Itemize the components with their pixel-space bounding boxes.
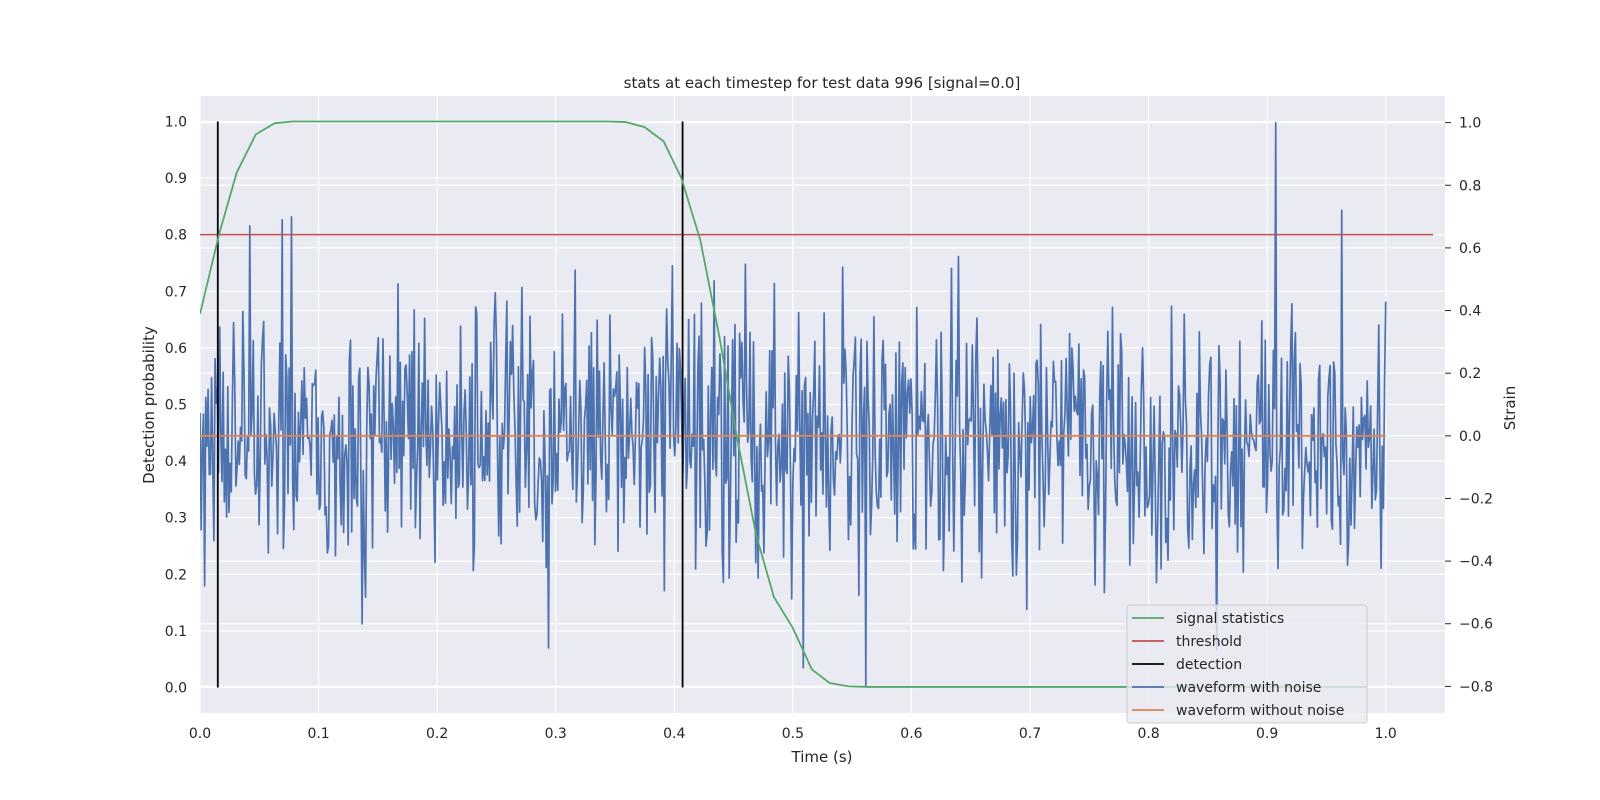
y-tick-label-left: 0.4 xyxy=(165,454,187,470)
x-tick-label: 1.0 xyxy=(1375,726,1397,742)
y-tick-label-right: −0.4 xyxy=(1459,554,1493,570)
y-tick-label-right: 1.0 xyxy=(1459,116,1481,132)
y-tick-label-right: 0.2 xyxy=(1459,366,1481,382)
x-tick-label: 0.7 xyxy=(1019,726,1041,742)
x-tick-label: 0.8 xyxy=(1137,726,1159,742)
y-tick-label-right: −0.8 xyxy=(1459,679,1493,695)
legend-box xyxy=(1126,604,1368,724)
y-axis-label-left: Detection probability xyxy=(140,326,158,484)
x-tick-label: 0.5 xyxy=(782,726,804,742)
x-tick-label: 0.2 xyxy=(426,726,448,742)
y-tick-label-right: −0.6 xyxy=(1459,617,1493,633)
y-tick-label-left: 0.1 xyxy=(165,624,187,640)
y-tick-label-left: 0.3 xyxy=(165,511,187,527)
y-tick-label-left: 1.0 xyxy=(165,114,187,130)
x-tick-label: 0.0 xyxy=(189,726,211,742)
y-tick-label-right: −0.2 xyxy=(1459,491,1493,507)
legend-label-signal-statistics: signal statistics xyxy=(1176,611,1284,627)
legend-label-waveform-without-noise: waveform without noise xyxy=(1176,703,1344,719)
legend-label-detection: detection xyxy=(1176,657,1242,673)
y-axis-label-right: Strain xyxy=(1501,386,1519,430)
y-tick-label-left: 0.6 xyxy=(165,341,187,357)
chart-title: stats at each timestep for test data 996… xyxy=(624,74,1021,92)
y-tick-label-right: 0.0 xyxy=(1459,429,1481,445)
x-tick-label: 0.3 xyxy=(545,726,567,742)
y-tick-label-left: 0.8 xyxy=(165,228,187,244)
legend: signal statistics threshold detection wa… xyxy=(1126,604,1368,724)
y-tick-label-left: 0.7 xyxy=(165,284,187,300)
x-tick-label: 0.9 xyxy=(1256,726,1278,742)
legend-label-waveform-with-noise: waveform with noise xyxy=(1176,680,1321,696)
x-axis-label: Time (s) xyxy=(791,748,853,766)
y-tick-label-right: 0.6 xyxy=(1459,241,1481,257)
y-tick-label-right: 0.4 xyxy=(1459,304,1481,320)
y-tick-label-left: 0.9 xyxy=(165,171,187,187)
y-tick-label-left: 0.5 xyxy=(165,398,187,414)
y-tick-label-left: 0.2 xyxy=(165,567,187,583)
x-tick-label: 0.4 xyxy=(663,726,685,742)
y-tick-label-left: 0.0 xyxy=(165,681,187,697)
y-tick-label-right: 0.8 xyxy=(1459,178,1481,194)
x-tick-label: 0.6 xyxy=(900,726,922,742)
x-tick-label: 0.1 xyxy=(307,726,329,742)
legend-label-threshold: threshold xyxy=(1176,634,1242,650)
ticks-layer: 0.0 0.1 0.2 0.3 0.4 0.5 0.6 0.7 0.8 0.9 1.0 0.0 0.1 0… xyxy=(165,114,1493,742)
waveform-with-noise-line xyxy=(200,121,1387,688)
